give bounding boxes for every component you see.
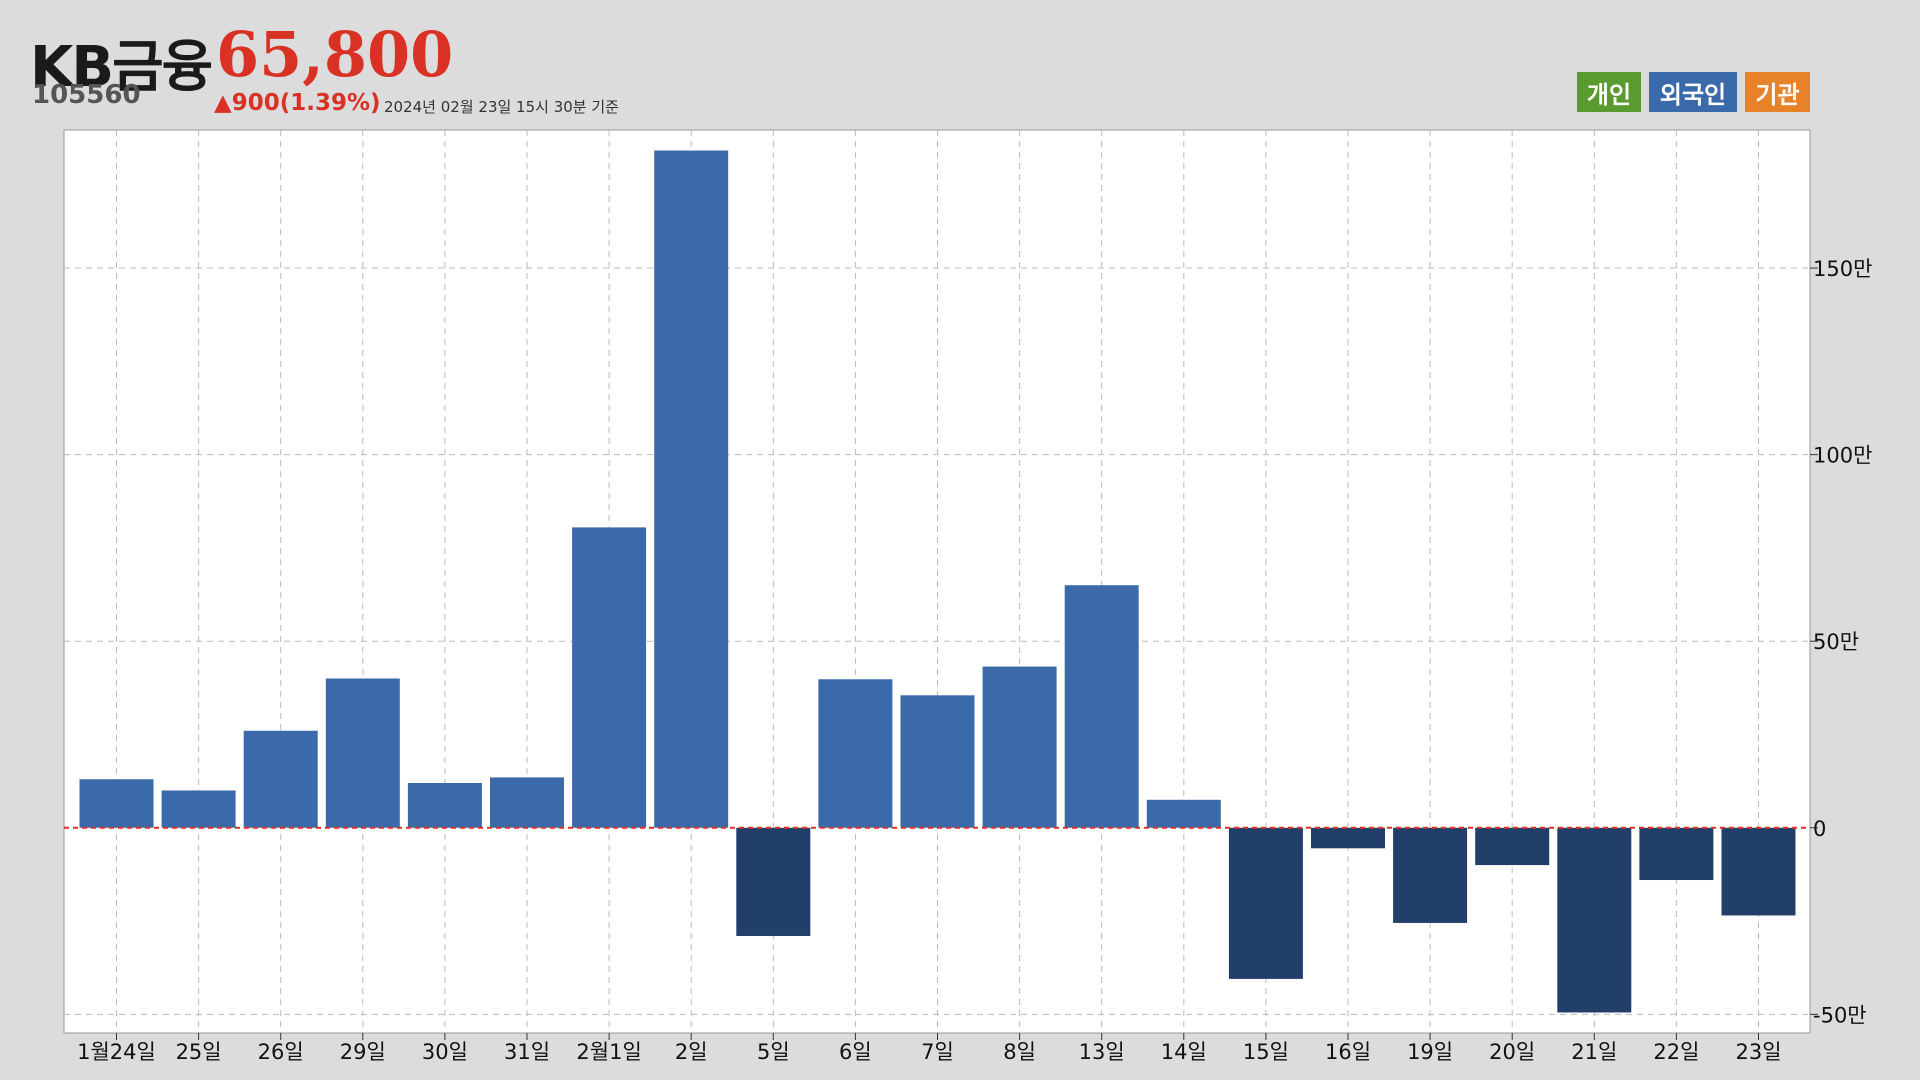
x-tick-label-5: 31일: [504, 1040, 550, 1064]
x-tick-label-11: 8일: [1003, 1040, 1036, 1064]
bar-17: [1475, 828, 1549, 865]
y-tick-label-3: 100만: [1813, 444, 1872, 468]
bar-6: [572, 527, 646, 827]
x-tick-label-6: 2월1일: [576, 1040, 641, 1064]
x-tick-label-13: 14일: [1161, 1040, 1207, 1064]
x-tick-label-4: 30일: [422, 1040, 468, 1064]
bar-13: [1147, 800, 1221, 828]
y-tick-label-1: 0: [1813, 817, 1826, 841]
bar-20: [1722, 828, 1796, 916]
bar-2: [244, 731, 318, 828]
bar-1: [162, 790, 236, 827]
y-tick-label-4: 150만: [1813, 257, 1872, 281]
bar-12: [1065, 585, 1139, 828]
x-tick-label-1: 25일: [176, 1040, 222, 1064]
bar-3: [326, 679, 400, 828]
bar-7: [654, 151, 728, 828]
y-tick-label-2: 50만: [1813, 630, 1859, 654]
x-tick-label-8: 5일: [757, 1040, 790, 1064]
x-tick-label-3: 29일: [340, 1040, 386, 1064]
x-tick-label-9: 6일: [839, 1040, 872, 1064]
x-tick-label-20: 23일: [1735, 1040, 1781, 1064]
x-tick-label-0: 1월24일: [77, 1040, 156, 1064]
x-tick-label-19: 22일: [1653, 1040, 1699, 1064]
bar-19: [1639, 828, 1713, 880]
x-tick-label-16: 19일: [1407, 1040, 1453, 1064]
bar-11: [983, 667, 1057, 828]
x-tick-label-10: 7일: [921, 1040, 954, 1064]
bar-4: [408, 783, 482, 828]
bar-14: [1229, 828, 1303, 979]
bar-9: [818, 679, 892, 828]
x-tick-label-7: 2일: [675, 1040, 708, 1064]
bar-16: [1393, 828, 1467, 923]
x-tick-label-2: 26일: [258, 1040, 304, 1064]
bar-15: [1311, 828, 1385, 849]
x-tick-label-14: 15일: [1243, 1040, 1289, 1064]
bar-10: [901, 695, 975, 827]
x-tick-label-17: 20일: [1489, 1040, 1535, 1064]
bar-8: [736, 828, 810, 936]
x-tick-label-18: 21일: [1571, 1040, 1617, 1064]
y-tick-label-0: -50만: [1813, 1003, 1867, 1027]
x-tick-label-15: 16일: [1325, 1040, 1371, 1064]
x-tick-label-12: 13일: [1079, 1040, 1125, 1064]
bar-0: [80, 779, 154, 828]
bar-18: [1557, 828, 1631, 1013]
bar-5: [490, 777, 564, 827]
